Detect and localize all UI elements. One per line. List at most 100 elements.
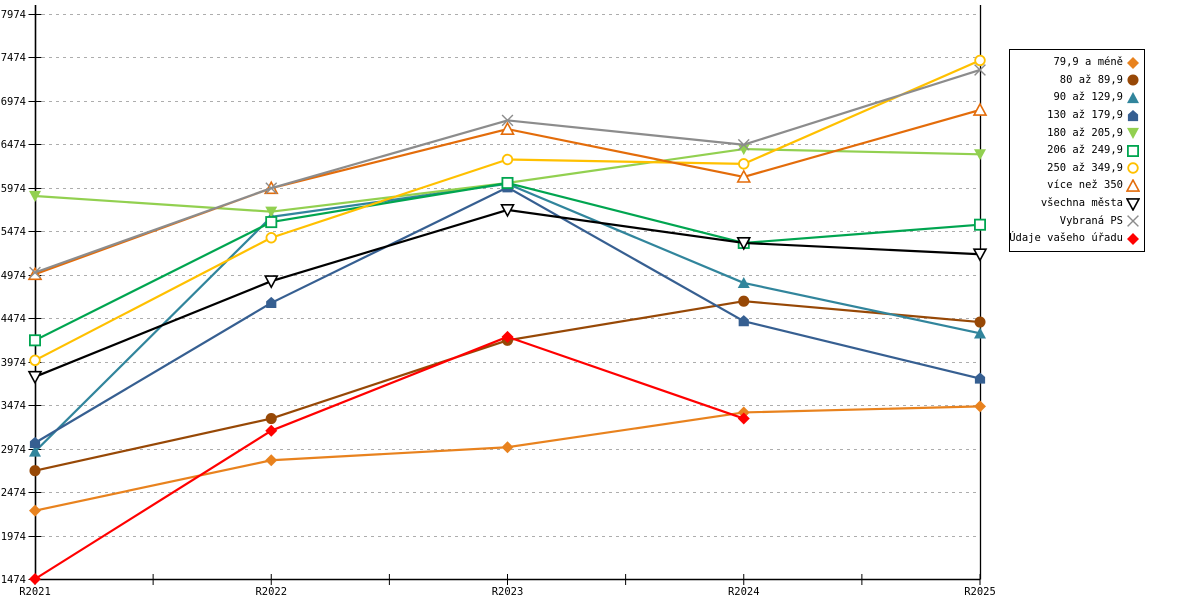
triangle-down-outline-icon xyxy=(263,275,279,289)
legend-item: 79,9 a méně xyxy=(1010,54,1144,72)
square-outline-icon xyxy=(974,218,987,231)
legend: 79,9 a méně 80 až 89,9 90 až 129,9 130 až 1… xyxy=(1009,49,1145,252)
triangle-down-icon xyxy=(974,149,986,161)
x-axis-tick-label: R2024 xyxy=(728,586,760,598)
x-mark-icon xyxy=(265,182,278,195)
circle-outline-icon xyxy=(29,354,41,367)
pentagon-icon xyxy=(1127,109,1139,121)
legend-item: Údaje vašeho úřadu xyxy=(1009,230,1144,248)
x-mark-icon xyxy=(501,114,514,127)
y-axis-tick-label: 7474 xyxy=(1,52,26,64)
square-outline-icon xyxy=(28,334,41,347)
y-axis-tick-label: 1474 xyxy=(1,574,26,586)
y-axis-tick-label: 6974 xyxy=(1,96,26,108)
diamond-icon xyxy=(1127,56,1139,69)
pentagon-icon xyxy=(266,296,277,309)
circle-icon xyxy=(738,295,750,307)
diamond-icon xyxy=(265,454,278,467)
legend-item-label: 250 až 349,9 xyxy=(1047,161,1123,174)
legend-item: všechna města xyxy=(1010,195,1144,213)
diamond-icon xyxy=(974,400,986,413)
legend-item: 250 až 349,9 xyxy=(1010,160,1144,178)
y-axis-tick-label: 2974 xyxy=(1,444,26,456)
x-mark-icon xyxy=(1127,215,1139,228)
legend-item-label: Vybraná PS xyxy=(1059,214,1123,227)
diamond-icon xyxy=(29,504,41,517)
legend-item-label: 180 až 205,9 xyxy=(1047,126,1123,139)
triangle-outline-icon xyxy=(736,169,752,183)
triangle-down-outline-icon xyxy=(1126,197,1140,211)
x-axis-tick-label: R2021 xyxy=(19,586,51,598)
diamond-icon xyxy=(265,424,278,437)
triangle-down-icon xyxy=(29,190,41,203)
triangle-down-icon xyxy=(265,206,278,218)
y-axis-tick-label: 2474 xyxy=(1,487,26,499)
legend-item-label: 206 až 249,9 xyxy=(1047,144,1123,157)
triangle-up-icon xyxy=(1127,91,1139,104)
triangle-outline-icon xyxy=(1126,178,1140,192)
legend-item-label: 79,9 a méně xyxy=(1053,56,1123,69)
triangle-down-icon xyxy=(1127,128,1139,140)
x-axis-tick-label: R2022 xyxy=(255,586,287,598)
y-axis-tick-label: 4974 xyxy=(1,270,26,282)
square-outline-icon xyxy=(265,216,278,229)
legend-item: více než 350 xyxy=(1010,177,1144,195)
series-line xyxy=(33,68,982,274)
y-axis-tick-label: 4474 xyxy=(1,313,26,325)
triangle-down-outline-icon xyxy=(27,370,43,385)
legend-item: 206 až 249,9 xyxy=(1010,142,1144,160)
circle-icon xyxy=(1127,74,1139,86)
triangle-down-icon xyxy=(1127,128,1139,140)
y-axis-tick-label: 5974 xyxy=(1,183,26,195)
circle-outline-icon xyxy=(1127,162,1139,175)
triangle-down-outline-icon xyxy=(972,248,988,262)
pentagon-icon xyxy=(974,372,986,384)
square-outline-icon xyxy=(1126,144,1139,157)
diamond-icon xyxy=(1127,232,1139,245)
pentagon-icon xyxy=(738,315,749,327)
triangle-down-outline-icon xyxy=(500,204,515,218)
triangle-up-icon xyxy=(974,327,986,339)
diamond-icon xyxy=(737,412,750,425)
pentagon-icon xyxy=(29,436,41,448)
diamond-icon xyxy=(1127,232,1139,245)
diamond-icon xyxy=(501,330,514,343)
diamond-icon xyxy=(1127,56,1139,69)
circle-outline-icon xyxy=(1127,162,1139,175)
legend-item: 180 až 205,9 xyxy=(1010,124,1144,142)
triangle-outline-icon xyxy=(27,266,43,281)
square-outline-icon xyxy=(501,176,514,189)
x-mark-icon xyxy=(29,266,41,279)
y-axis-tick-label: 7974 xyxy=(1,9,26,21)
diamond-icon xyxy=(737,406,750,419)
series-line xyxy=(33,335,745,581)
circle-outline-icon xyxy=(265,232,277,244)
legend-item-label: Údaje vašeho úřadu xyxy=(1009,232,1123,245)
pentagon-icon xyxy=(1127,109,1139,121)
legend-item-label: 80 až 89,9 xyxy=(1059,73,1123,86)
series-line xyxy=(33,182,982,453)
circle-outline-icon xyxy=(738,158,750,170)
diamond-icon xyxy=(501,441,514,454)
y-axis-tick-label: 6474 xyxy=(1,139,26,151)
x-axis-tick-label: R2025 xyxy=(964,586,996,598)
circle-icon xyxy=(1127,74,1139,86)
triangle-up-icon xyxy=(1127,91,1139,104)
triangle-outline-icon xyxy=(500,121,515,135)
x-mark-icon xyxy=(1127,215,1139,228)
y-axis-tick-label: 3474 xyxy=(1,400,26,412)
legend-item-label: více než 350 xyxy=(1047,179,1123,192)
y-axis-tick-label: 5474 xyxy=(1,226,26,238)
circle-outline-icon xyxy=(974,54,986,67)
legend-item-label: všechna města xyxy=(1040,197,1123,210)
legend-item: 90 až 129,9 xyxy=(1010,89,1144,107)
triangle-up-icon xyxy=(737,276,750,289)
triangle-down-outline-icon xyxy=(736,237,752,251)
legend-item: 80 až 89,9 xyxy=(1010,72,1144,90)
diamond-icon xyxy=(29,573,41,585)
x-mark-icon xyxy=(737,138,750,151)
x-mark-icon xyxy=(974,64,986,76)
legend-item: Vybraná PS xyxy=(1010,212,1144,230)
triangle-up-icon xyxy=(29,445,41,457)
